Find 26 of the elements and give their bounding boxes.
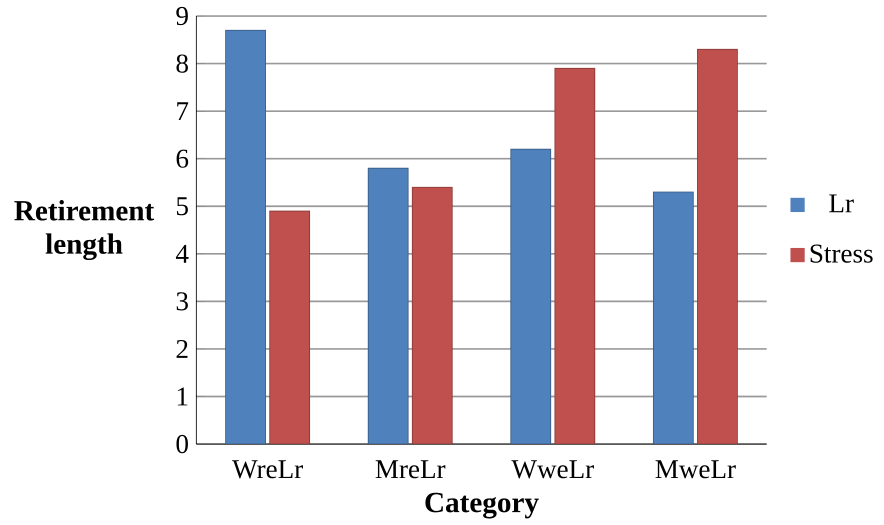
- bar: [269, 210, 310, 444]
- x-tick-label: MreLr: [376, 460, 446, 478]
- y-tick-label: 6: [176, 149, 188, 168]
- x-tick-label: WreLr: [232, 460, 303, 478]
- x-axis-title: Category: [425, 492, 539, 518]
- y-tick-label: 7: [177, 102, 188, 120]
- x-tick-label: MweLr: [656, 460, 736, 478]
- bar: [697, 48, 738, 444]
- y-tick-label: 9: [176, 6, 188, 25]
- bar: [652, 191, 694, 444]
- bar: [225, 30, 266, 444]
- bar: [510, 148, 552, 444]
- y-tick-label: 8: [176, 54, 188, 72]
- y-tick-label: 5: [177, 197, 188, 216]
- y-tick-label: 0: [176, 434, 188, 453]
- legend-label: Lr: [829, 194, 854, 212]
- y-tick-label: 2: [176, 340, 188, 358]
- x-tick-label: WweLr: [511, 460, 594, 478]
- y-tick-label: 4: [176, 244, 189, 263]
- bar: [554, 68, 596, 444]
- y-tick-label: 1: [178, 387, 188, 406]
- legend-label: Stress: [810, 244, 873, 262]
- bar: [368, 168, 409, 444]
- bar: [412, 186, 453, 444]
- y-axis-title: Retirement length: [14, 200, 154, 260]
- y-tick-label: 3: [176, 292, 188, 310]
